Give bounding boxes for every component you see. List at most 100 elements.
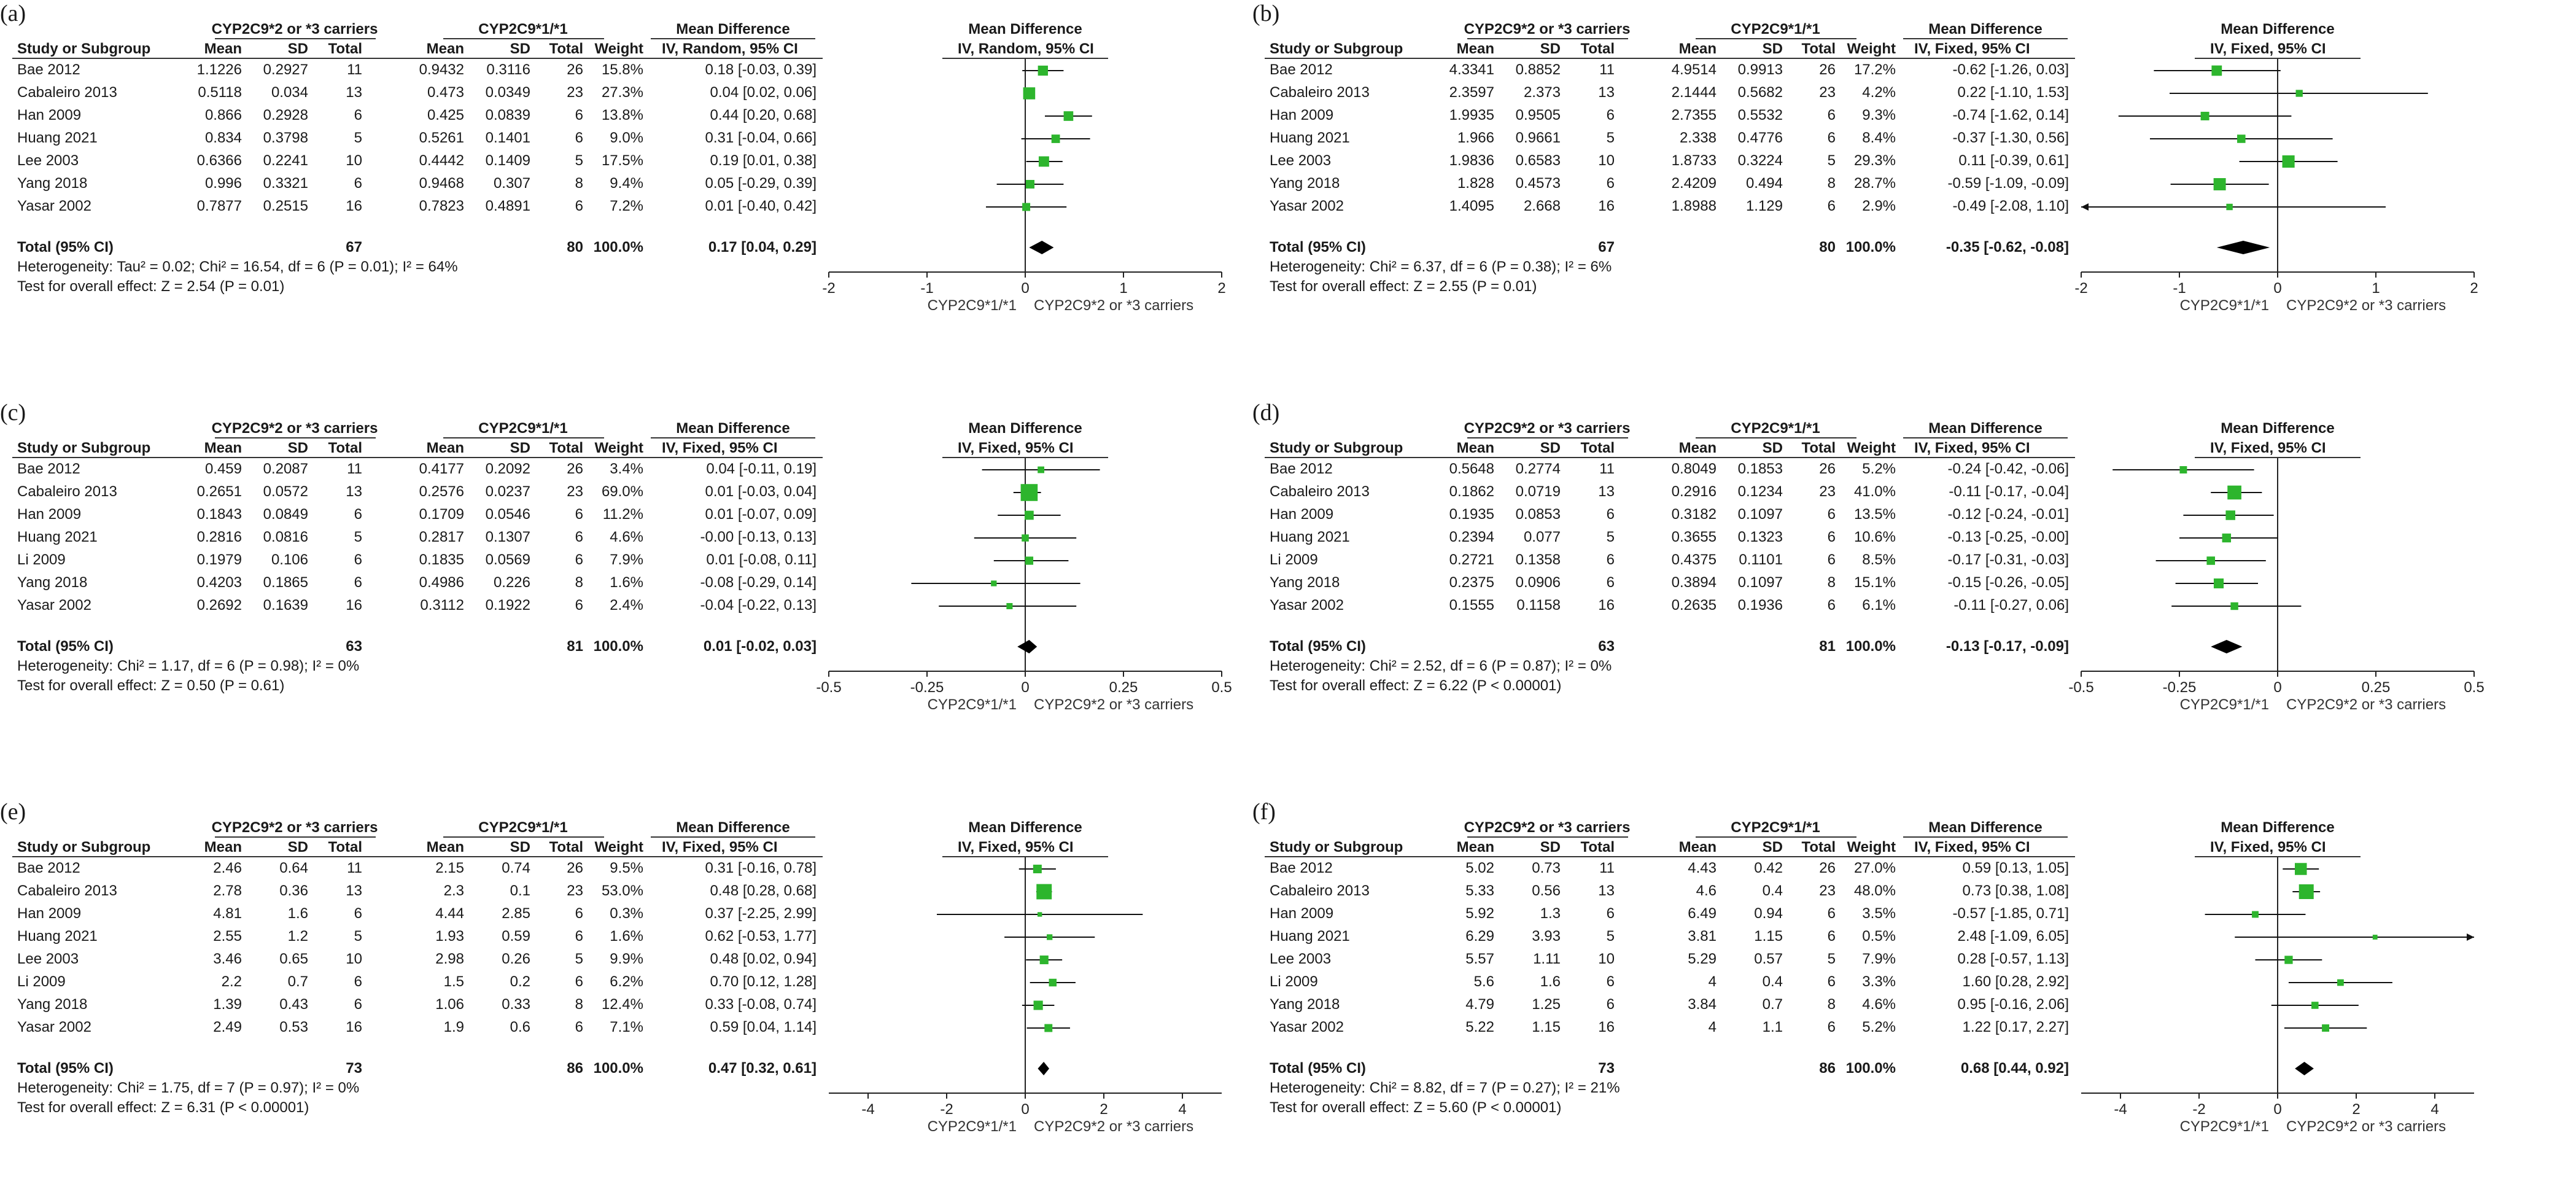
row-mean2: 2.15	[435, 860, 464, 876]
axis-left-label: CYP2C9*1/*1	[2180, 696, 2269, 713]
study-name: Bae 2012	[17, 461, 80, 477]
axis-left-label: CYP2C9*1/*1	[2180, 297, 2269, 314]
total-n1: 73	[1598, 1060, 1615, 1077]
study-name: Lee 2003	[17, 152, 79, 169]
row-weight: 13.5%	[1853, 506, 1896, 523]
row-sd2: 1.129	[1745, 198, 1783, 214]
row-mean1: 0.996	[204, 175, 242, 192]
study-square	[1033, 864, 1042, 874]
col-total2: Total	[1801, 839, 1836, 855]
study-name: Huang 2021	[17, 928, 98, 945]
row-ci: 0.01 [-0.07, 0.09]	[705, 506, 817, 523]
row-total2: 23	[567, 483, 583, 500]
forest-plot: -2 -1 0 1 2 CYP2C9*1/*1 CYP2C9*2 or *3 carrier…	[822, 59, 1226, 314]
row-mean1: 5.57	[1465, 951, 1494, 967]
row-mean1: 4.79	[1465, 996, 1494, 1013]
study-name: Bae 2012	[17, 860, 80, 876]
group2-header: CYP2C9*1/*1	[1731, 21, 1820, 37]
study-name: Huang 2021	[1270, 130, 1350, 146]
md-title-right: Mean Difference	[2221, 819, 2335, 836]
row-sd1: 0.2515	[263, 198, 308, 214]
row-sd2: 0.4891	[485, 198, 530, 214]
row-sd1: 0.0572	[263, 483, 308, 500]
row-mean2: 2.1444	[1671, 84, 1717, 101]
x-tick-label: 0.25	[2362, 679, 2391, 696]
study-name: Han 2009	[17, 506, 82, 523]
study-name: Lee 2003	[17, 951, 79, 967]
row-mean2: 3.81	[1688, 928, 1717, 945]
row-mean1: 5.92	[1465, 905, 1494, 922]
total-n2: 80	[567, 239, 583, 255]
total-n1: 67	[346, 239, 362, 255]
md-title-left: Mean Difference	[1928, 21, 2043, 37]
study-name: Huang 2021	[1270, 529, 1350, 545]
study-name: Yasar 2002	[17, 597, 91, 614]
axis-right-label: CYP2C9*2 or *3 carriers	[2286, 1118, 2446, 1135]
study-name: Yasar 2002	[17, 1019, 91, 1035]
row-mean1: 2.78	[213, 882, 242, 899]
overall-effect: Test for overall effect: Z = 6.22 (P < 0…	[1270, 677, 1562, 694]
row-mean2: 0.1835	[419, 551, 464, 568]
row-mean1: 1.39	[213, 996, 242, 1013]
row-sd1: 0.56	[1532, 882, 1561, 899]
row-total2: 6	[575, 107, 583, 123]
overall-effect: Test for overall effect: Z = 6.31 (P < 0…	[17, 1099, 309, 1116]
row-total1: 16	[1598, 597, 1615, 614]
row-sd2: 0.0569	[485, 551, 530, 568]
row-weight: 9.9%	[610, 951, 643, 967]
study-square	[1047, 934, 1053, 940]
row-total2: 6	[575, 529, 583, 545]
row-total1: 13	[346, 882, 362, 899]
panel-label: (d)	[1252, 400, 1280, 426]
row-sd2: 0.59	[502, 928, 530, 945]
col-total: Total	[328, 440, 362, 456]
row-mean2: 0.5261	[419, 130, 464, 146]
forest-plot: -0.5 -0.25 0 0.25 0.5 CYP2C9*1/*1 CYP2C9*2 or …	[816, 458, 1232, 713]
study-square	[1063, 111, 1074, 121]
row-total2: 6	[575, 597, 583, 614]
overall-effect: Test for overall effect: Z = 2.55 (P = 0…	[1270, 278, 1537, 295]
study-square	[2295, 863, 2307, 875]
forest-panel-2: (c) CYP2C9*2 or *3 carriers CYP2C9*1/*1 Mea…	[0, 399, 1265, 792]
row-total2: 5	[1827, 951, 1836, 967]
row-weight: 7.9%	[1862, 951, 1896, 967]
study-name: Cabaleiro 2013	[1270, 882, 1370, 899]
row-total2: 6	[1827, 928, 1836, 945]
row-weight: 7.9%	[610, 551, 643, 568]
row-sd2: 1.1	[1762, 1019, 1783, 1035]
col-total: Total	[1580, 839, 1615, 855]
row-total2: 5	[575, 951, 583, 967]
total-n2: 81	[1819, 638, 1836, 655]
row-sd1: 0.43	[279, 996, 308, 1013]
row-mean2: 0.3112	[420, 597, 464, 614]
method-underline-right	[2195, 457, 2361, 458]
x-tick-label: -2	[940, 1101, 953, 1118]
study-square	[2282, 155, 2295, 168]
col-sd2: SD	[1762, 839, 1783, 855]
row-sd2: 0.1097	[1737, 574, 1783, 591]
row-ci: -0.17 [-0.31, -0.03]	[1947, 551, 2069, 568]
col-mean: Mean	[1456, 41, 1494, 57]
axis-left-label: CYP2C9*1/*1	[928, 297, 1017, 314]
col-study: Study or Subgroup	[1270, 839, 1403, 855]
row-mean2: 0.4177	[419, 461, 464, 477]
row-ci: 0.62 [-0.53, 1.77]	[705, 928, 817, 945]
row-total1: 6	[1606, 574, 1615, 591]
row-weight: 6.1%	[1862, 597, 1896, 614]
method-left: IV, Random, 95% CI	[662, 41, 798, 57]
row-sd2: 0.3116	[486, 61, 530, 78]
x-tick-label: -0.25	[910, 679, 944, 696]
method-left: IV, Fixed, 95% CI	[1914, 839, 2030, 855]
total-weight: 100.0%	[593, 1060, 643, 1077]
group1-header: CYP2C9*2 or *3 carriers	[211, 21, 378, 37]
row-mean2: 0.1709	[419, 506, 464, 523]
total-ci: 0.68 [0.44, 0.92]	[1960, 1060, 2069, 1077]
col-sd2: SD	[1762, 440, 1783, 456]
method-left: IV, Fixed, 95% CI	[1914, 440, 2030, 456]
col-mean2: Mean	[1678, 41, 1717, 57]
row-sd2: 0.1101	[1739, 551, 1783, 568]
axis-right-label: CYP2C9*2 or *3 carriers	[2286, 696, 2446, 713]
total-label: Total (95% CI)	[17, 1060, 114, 1077]
forest-panel-1: (b) CYP2C9*2 or *3 carriers CYP2C9*1/*1 Mea…	[1252, 0, 2517, 393]
row-sd2: 2.85	[502, 905, 530, 922]
